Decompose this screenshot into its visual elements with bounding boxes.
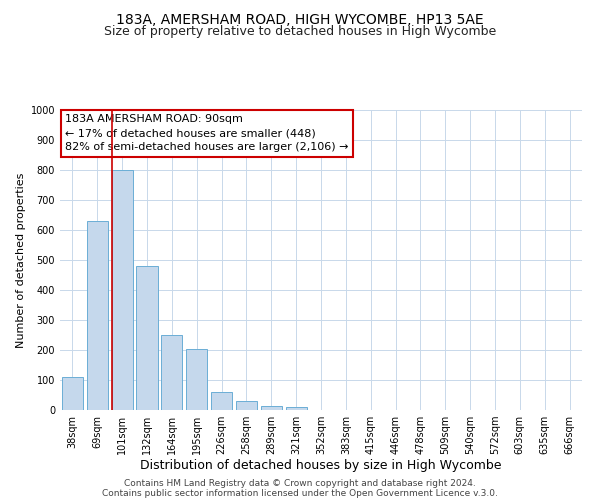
Bar [261,406,282,410]
Bar [161,335,182,410]
Bar [112,170,133,410]
Text: Size of property relative to detached houses in High Wycombe: Size of property relative to detached ho… [104,25,496,38]
Bar [286,407,307,410]
Bar [87,221,108,410]
X-axis label: Distribution of detached houses by size in High Wycombe: Distribution of detached houses by size … [140,458,502,471]
Text: 183A, AMERSHAM ROAD, HIGH WYCOMBE, HP13 5AE: 183A, AMERSHAM ROAD, HIGH WYCOMBE, HP13 … [116,12,484,26]
Text: Contains HM Land Registry data © Crown copyright and database right 2024.: Contains HM Land Registry data © Crown c… [124,478,476,488]
Text: Contains public sector information licensed under the Open Government Licence v.: Contains public sector information licen… [102,488,498,498]
Bar [236,401,257,410]
Bar [211,392,232,410]
Text: 183A AMERSHAM ROAD: 90sqm
← 17% of detached houses are smaller (448)
82% of semi: 183A AMERSHAM ROAD: 90sqm ← 17% of detac… [65,114,349,152]
Bar [62,377,83,410]
Y-axis label: Number of detached properties: Number of detached properties [16,172,26,348]
Bar [136,266,158,410]
Bar [186,348,207,410]
